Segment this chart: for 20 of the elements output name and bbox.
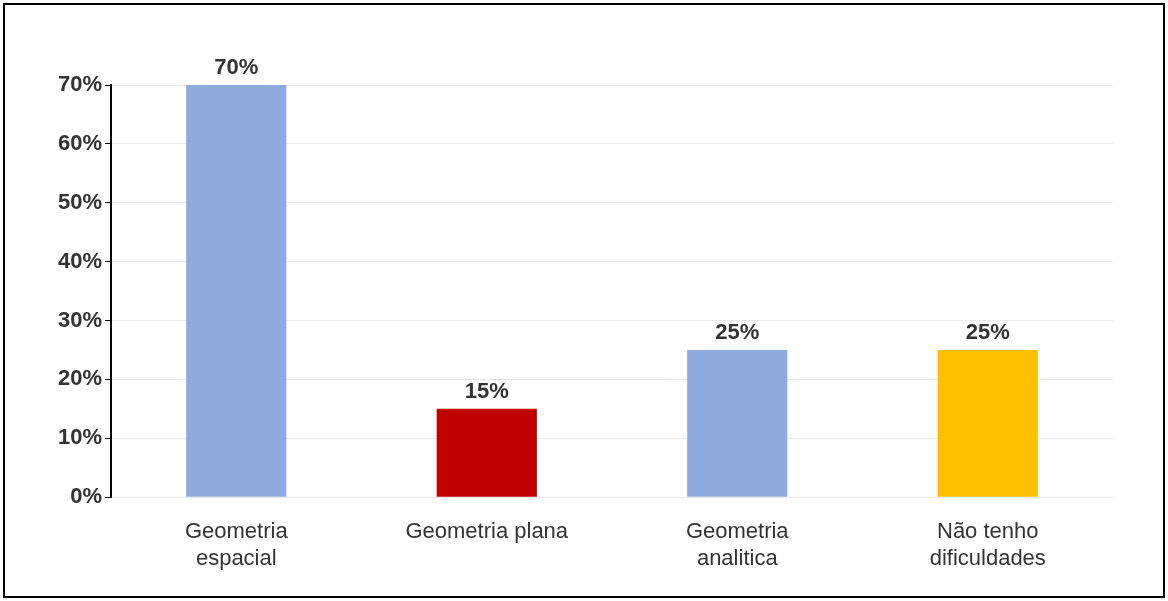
- y-tick-label: 10%: [57, 424, 103, 450]
- data-label: 25%: [965, 319, 1010, 345]
- x-tick-label: Não tenho dificuldades: [929, 518, 1046, 570]
- bar: [186, 85, 287, 497]
- y-tick-label: 0%: [70, 483, 103, 509]
- y-tick-label: 20%: [57, 365, 103, 391]
- y-tick-label: 40%: [57, 247, 103, 273]
- data-label: 25%: [715, 319, 760, 345]
- x-tick-label: Geometria analitica: [685, 518, 790, 570]
- bar: [436, 408, 537, 497]
- y-tick-label: 50%: [57, 188, 103, 214]
- data-label: 15%: [464, 377, 509, 403]
- bar: [687, 349, 788, 497]
- x-tick-label: Geometria plana: [405, 518, 569, 544]
- y-tick-label: 30%: [57, 306, 103, 332]
- y-tick-label: 70%: [57, 71, 103, 97]
- x-tick-label: Geometria espacial: [184, 518, 289, 570]
- data-label: 70%: [214, 54, 259, 80]
- bar: [937, 349, 1038, 497]
- y-tick-label: 60%: [57, 129, 103, 155]
